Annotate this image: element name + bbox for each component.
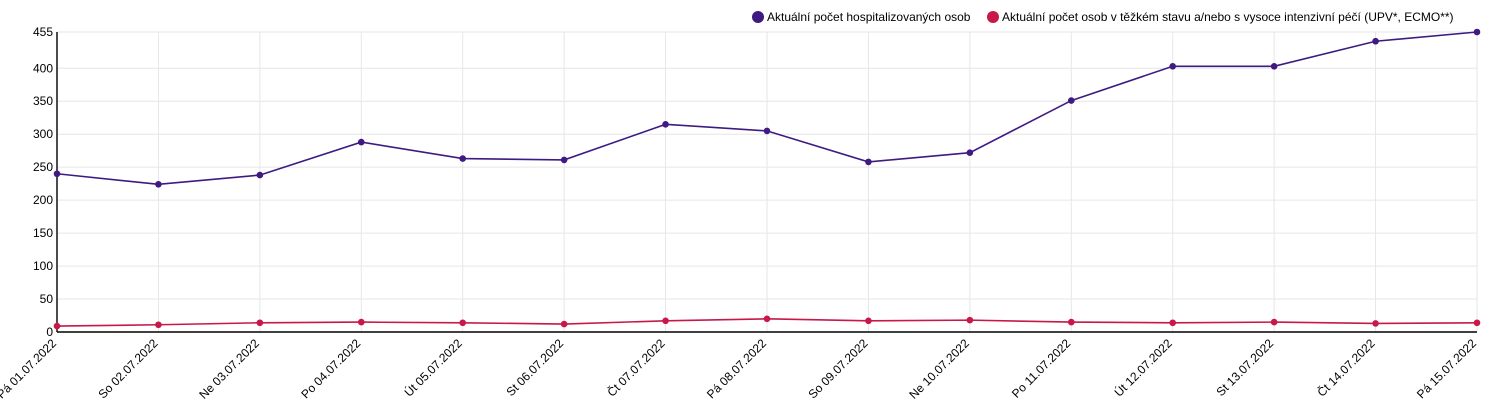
series-1-point-2[interactable] xyxy=(256,319,264,327)
series-1-point-13[interactable] xyxy=(1372,320,1379,327)
legend-marker-1 xyxy=(987,11,999,23)
y-tick-label-1: 50 xyxy=(40,292,54,306)
y-tick-label-7: 350 xyxy=(33,94,53,108)
y-tick-label-3: 150 xyxy=(33,226,53,240)
y-tick-label-6: 300 xyxy=(33,127,53,141)
x-tick-label-7: Pá 08.07.2022 xyxy=(704,336,769,401)
legend-label-0: Aktuální počet hospitalizovaných osob xyxy=(767,10,971,24)
series-1-point-1[interactable] xyxy=(155,321,162,329)
x-tick-label-4: Út 05.07.2022 xyxy=(401,335,465,399)
x-tick-label-14: Pá 15.07.2022 xyxy=(1414,336,1479,401)
legend: Aktuální počet hospitalizovaných osob Ak… xyxy=(752,10,1454,24)
y-axis-ticks: 0 50 100 150 200 250 300 350 400 455 xyxy=(33,25,53,339)
series-1-point-5[interactable] xyxy=(560,320,568,328)
series-0-point-9[interactable] xyxy=(966,149,974,156)
x-tick-label-3: Po 04.07.2022 xyxy=(298,336,363,401)
series-0-point-6[interactable] xyxy=(662,121,669,128)
series-1-point-14[interactable] xyxy=(1473,319,1481,327)
series-0-point-12[interactable] xyxy=(1270,62,1278,70)
series-1-point-9[interactable] xyxy=(966,316,974,324)
series-0-point-2[interactable] xyxy=(256,171,264,179)
series-0-point-13[interactable] xyxy=(1372,37,1379,45)
series-0-point-14[interactable] xyxy=(1473,28,1481,36)
series-1-point-3[interactable] xyxy=(357,318,365,326)
y-tick-label-2: 100 xyxy=(33,259,53,273)
y-tick-label-8: 400 xyxy=(33,61,53,75)
x-tick-label-5: St 06.07.2022 xyxy=(504,336,567,399)
series-0-point-0[interactable] xyxy=(53,170,61,178)
series-0-point-11[interactable] xyxy=(1169,62,1177,70)
grid xyxy=(56,31,1478,333)
series-1-point-7[interactable] xyxy=(763,315,771,323)
y-tick-label-9: 455 xyxy=(33,25,53,39)
legend-label-1: Aktuální počet osob v těžkém stavu a/neb… xyxy=(1002,10,1454,24)
x-tick-label-8: So 09.07.2022 xyxy=(805,336,870,401)
series-0-point-8[interactable] xyxy=(865,158,872,166)
x-tick-label-10: Po 11.07.2022 xyxy=(1009,336,1074,401)
x-tick-label-11: Út 12.07.2022 xyxy=(1111,335,1175,399)
x-tick-label-0: Pá 01.07.2022 xyxy=(0,336,59,401)
x-tick-label-13: Čt 14.07.2022 xyxy=(1314,335,1378,399)
series-0-point-7[interactable] xyxy=(763,127,771,135)
axes xyxy=(56,32,1477,333)
series-0-point-5[interactable] xyxy=(560,156,568,164)
series-layer xyxy=(53,28,1481,330)
x-tick-label-9: Ne 10.07.2022 xyxy=(906,336,972,402)
series-1-point-8[interactable] xyxy=(865,317,872,325)
series-1-point-12[interactable] xyxy=(1270,318,1278,326)
legend-item-0[interactable]: Aktuální počet hospitalizovaných osob xyxy=(752,10,971,24)
series-1-point-0[interactable] xyxy=(53,322,61,330)
x-tick-label-12: St 13.07.2022 xyxy=(1214,336,1277,399)
series-0-point-1[interactable] xyxy=(155,181,162,188)
series-1-point-10[interactable] xyxy=(1067,318,1075,326)
series-0-point-3[interactable] xyxy=(357,138,365,146)
series-1-point-4[interactable] xyxy=(459,319,467,327)
y-tick-label-5: 250 xyxy=(33,160,53,174)
x-tick-label-2: Ne 03.07.2022 xyxy=(196,336,262,402)
legend-marker-0 xyxy=(752,11,764,23)
series-0-point-10[interactable] xyxy=(1067,97,1075,104)
x-tick-label-6: Čt 07.07.2022 xyxy=(604,335,668,399)
legend-item-1[interactable]: Aktuální počet osob v těžkém stavu a/neb… xyxy=(987,10,1454,24)
y-tick-label-0: 0 xyxy=(46,325,53,339)
series-1-point-6[interactable] xyxy=(662,317,669,325)
series-1-point-11[interactable] xyxy=(1169,319,1177,327)
x-axis-ticks: Pá 01.07.2022 So 02.07.2022 Ne 03.07.2022 P… xyxy=(0,335,1479,402)
x-tick-label-1: So 02.07.2022 xyxy=(95,336,160,401)
y-tick-label-4: 200 xyxy=(33,193,53,207)
series-0-point-4[interactable] xyxy=(459,155,467,162)
